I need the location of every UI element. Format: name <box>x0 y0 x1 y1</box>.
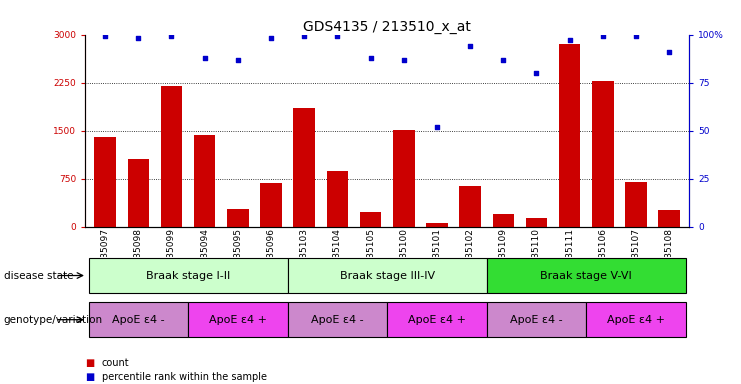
Bar <box>260 183 282 227</box>
Bar <box>625 182 647 227</box>
Text: ApoE ε4 -: ApoE ε4 - <box>112 314 165 325</box>
Bar <box>387 302 487 337</box>
Bar <box>188 302 288 337</box>
Point <box>165 33 177 40</box>
Point <box>663 49 675 55</box>
Bar <box>161 86 182 227</box>
Text: ■: ■ <box>85 358 94 368</box>
Text: disease state: disease state <box>4 270 73 281</box>
Text: ApoE ε4 -: ApoE ε4 - <box>511 314 563 325</box>
Point <box>564 37 576 43</box>
Bar <box>493 214 514 227</box>
Point <box>133 35 144 41</box>
Text: ApoE ε4 +: ApoE ε4 + <box>209 314 267 325</box>
Point <box>299 33 310 40</box>
Point <box>365 55 376 61</box>
Text: ApoE ε4 -: ApoE ε4 - <box>311 314 364 325</box>
Bar <box>487 258 686 293</box>
Point <box>497 56 509 63</box>
Bar <box>288 302 387 337</box>
Bar <box>559 44 580 227</box>
Bar <box>426 223 448 227</box>
Text: count: count <box>102 358 129 368</box>
Bar <box>525 218 548 227</box>
Bar <box>327 171 348 227</box>
Bar <box>88 258 288 293</box>
Text: Braak stage V-VI: Braak stage V-VI <box>540 270 632 281</box>
Point <box>531 70 542 76</box>
Point <box>331 33 343 40</box>
Bar <box>592 81 614 227</box>
Point <box>265 35 277 41</box>
Bar <box>288 258 487 293</box>
Bar <box>293 108 315 227</box>
Bar <box>127 159 149 227</box>
Point <box>464 43 476 49</box>
Point <box>199 55 210 61</box>
Bar <box>586 302 686 337</box>
Bar <box>393 130 414 227</box>
Text: Braak stage I-II: Braak stage I-II <box>146 270 230 281</box>
Point <box>431 124 443 130</box>
Text: ■: ■ <box>85 372 94 382</box>
Bar <box>487 302 586 337</box>
Point <box>232 56 244 63</box>
Bar <box>459 185 481 227</box>
Text: ApoE ε4 +: ApoE ε4 + <box>408 314 466 325</box>
Point <box>398 56 410 63</box>
Point <box>597 33 609 40</box>
Point <box>630 33 642 40</box>
Point <box>99 33 111 40</box>
Text: percentile rank within the sample: percentile rank within the sample <box>102 372 267 382</box>
Bar <box>88 302 188 337</box>
Bar <box>659 210 680 227</box>
Text: ApoE ε4 +: ApoE ε4 + <box>607 314 665 325</box>
Bar <box>94 137 116 227</box>
Bar <box>360 212 382 227</box>
Text: Braak stage III-IV: Braak stage III-IV <box>339 270 435 281</box>
Bar <box>227 209 249 227</box>
Text: genotype/variation: genotype/variation <box>4 314 103 325</box>
Title: GDS4135 / 213510_x_at: GDS4135 / 213510_x_at <box>303 20 471 33</box>
Bar <box>194 135 216 227</box>
